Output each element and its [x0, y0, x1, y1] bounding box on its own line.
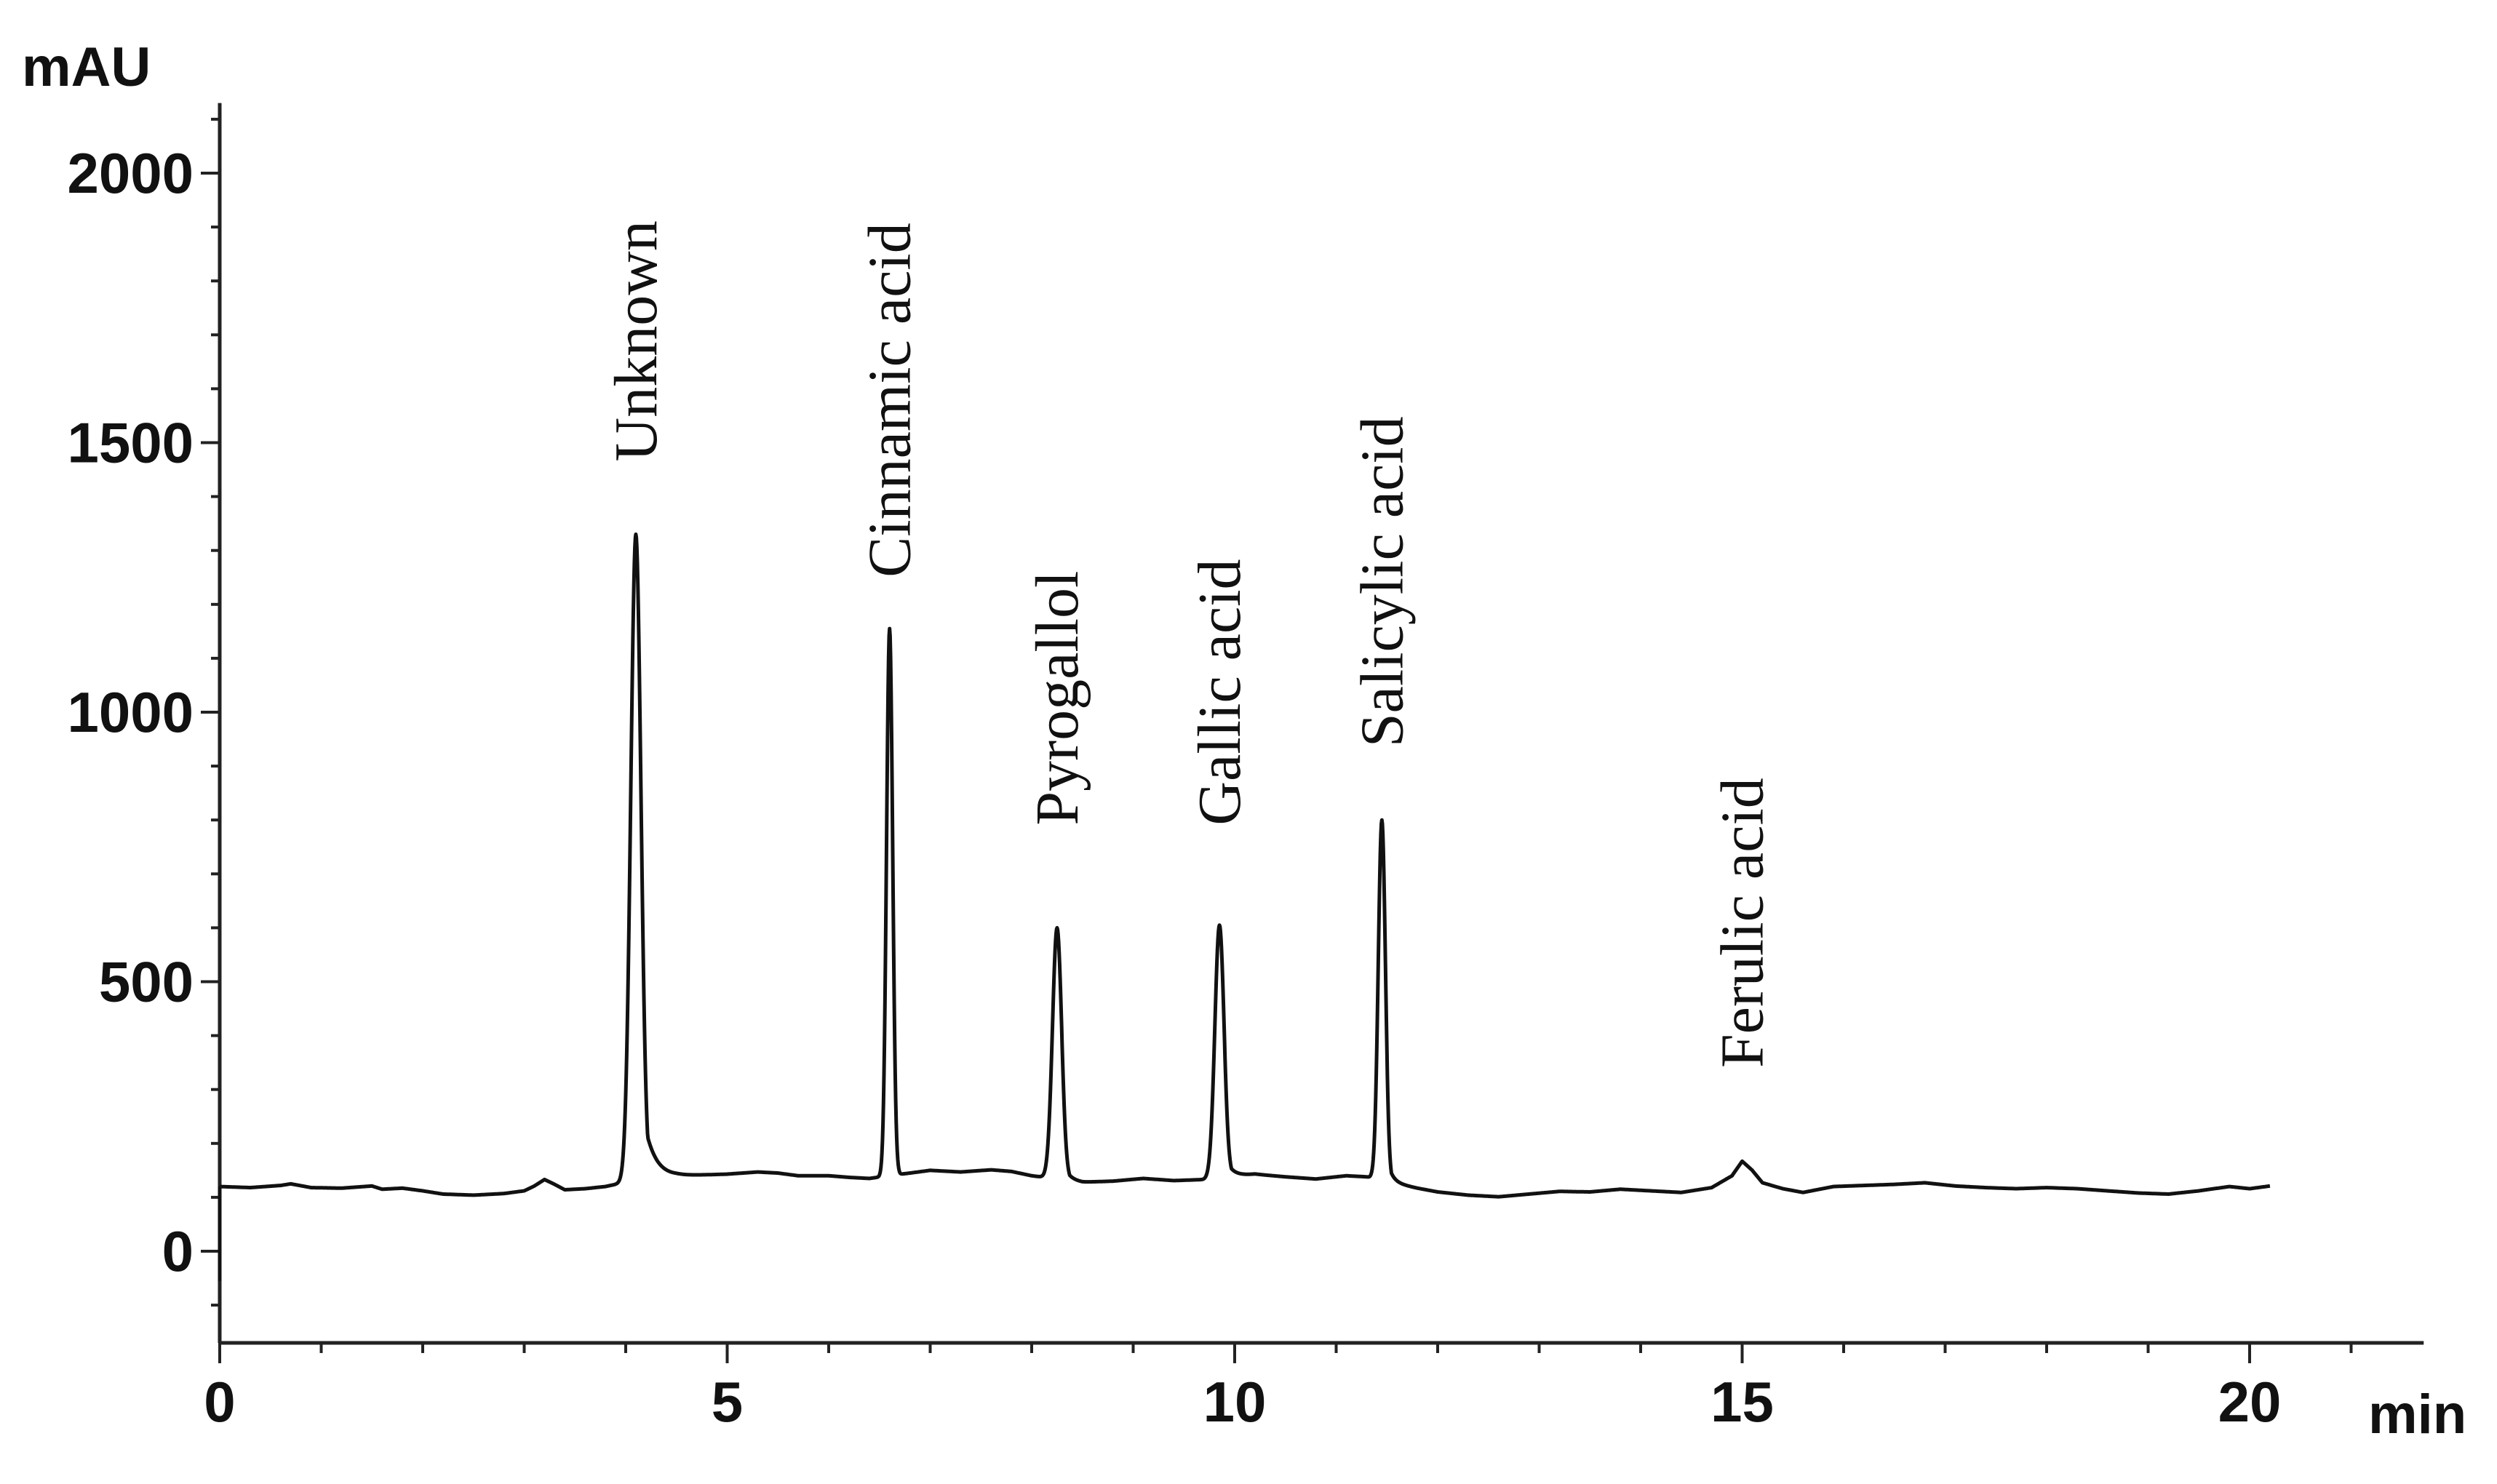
peak-label: Salicylic acid [1348, 416, 1416, 747]
peak-label: Gallic acid [1186, 559, 1254, 825]
y-tick-label: 500 [99, 950, 194, 1014]
peak-label: Ferulic acid [1709, 778, 1777, 1068]
peak-label: Pyrogallol [1024, 571, 1091, 826]
x-tick-label: 15 [1711, 1370, 1774, 1434]
x-tick-label: 10 [1203, 1370, 1267, 1434]
chromatogram-trace [218, 532, 2271, 1199]
y-axis-unit-label: mAU [22, 36, 151, 98]
peak-label: Unknown [602, 220, 670, 461]
x-tick-label: 20 [2218, 1370, 2282, 1434]
axes: 0 500 1000 1500 2000 0 5 10 15 20 [67, 103, 2424, 1434]
peak-labels: Unknown Cinnamic acid Pyrogallol Gallic aci… [602, 220, 1777, 1068]
y-tick-label: 2000 [67, 141, 194, 205]
peak-label: Cinnamic acid [856, 223, 924, 578]
trace-layer [218, 532, 2271, 1281]
x-tick-label: 5 [712, 1370, 743, 1434]
y-tick-label: 1000 [67, 680, 194, 744]
x-tick-label: 0 [204, 1370, 235, 1434]
y-tick-label: 1500 [67, 411, 194, 475]
x-axis-unit-label: min [2368, 1384, 2466, 1445]
y-tick-label: 0 [162, 1219, 194, 1283]
